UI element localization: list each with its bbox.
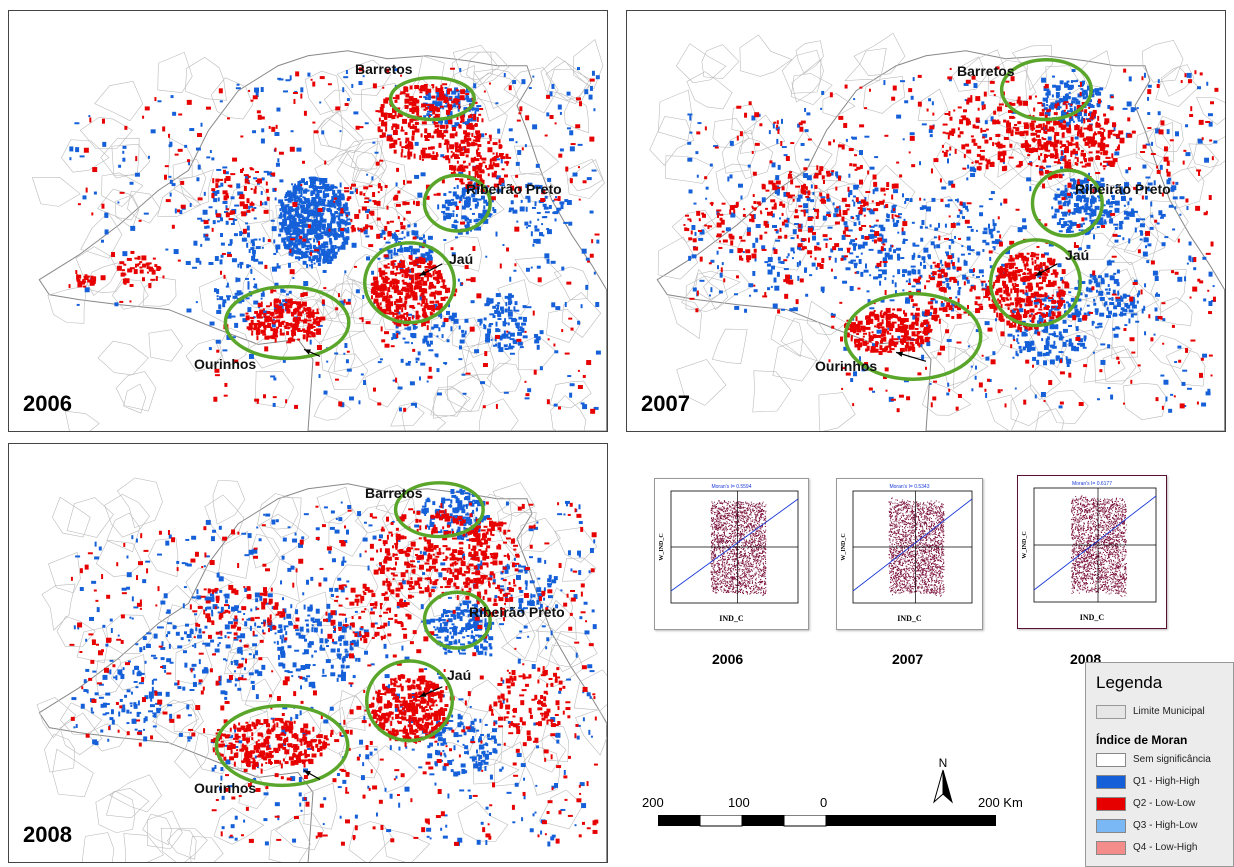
legend-item: Q1 - High-High <box>1096 775 1234 791</box>
label-jau: Jaú <box>447 667 471 683</box>
map-2007 <box>627 11 1225 431</box>
map-panel-2008: Barretos Ribeirão Preto Jaú Ourinhos 200… <box>8 443 608 863</box>
scale-bar-segments <box>658 815 998 827</box>
moran-index-label: Moran's I= 0.5343 <box>889 484 929 490</box>
legend-swatch <box>1096 753 1126 767</box>
scale-label-200-left: 200 <box>642 795 664 810</box>
x-axis-label: IND_C <box>1080 613 1105 622</box>
legend-label: Q4 - Low-High <box>1133 842 1197 853</box>
scale-label-200-km: 200 Km <box>978 795 1023 810</box>
legend-item: Sem significância <box>1096 753 1234 769</box>
label-jau: Jaú <box>449 251 473 267</box>
legend-label: Q1 - High-High <box>1133 776 1200 787</box>
y-axis-label: W_IND_C <box>1022 531 1028 558</box>
legend-label: Q3 - High-Low <box>1133 820 1197 831</box>
legend-item-limite: Limite Municipal <box>1096 705 1234 721</box>
label-ourinhos: Ourinhos <box>815 358 877 374</box>
scale-label-100: 100 <box>728 795 750 810</box>
legend-swatch <box>1096 819 1126 833</box>
label-barretos: Barretos <box>365 485 423 501</box>
moran-index-label: Moran's I= 0.6177 <box>1072 481 1112 487</box>
label-ribeirao-preto: Ribeirão Preto <box>1075 181 1171 197</box>
scale-label-0: 0 <box>820 795 827 810</box>
y-axis-label: W_IND_C <box>841 533 847 560</box>
legend-swatch <box>1096 841 1126 855</box>
scatter-year-2007: 2007 <box>892 651 923 667</box>
year-label: 2008 <box>23 822 72 848</box>
label-ourinhos: Ourinhos <box>194 356 256 372</box>
moran-scatterplot-2007: Moran's I= 0.5343 IND_C W_IND_C <box>836 478 983 630</box>
legend-subtitle: Índice de Moran <box>1096 733 1187 747</box>
north-label: N <box>939 756 948 770</box>
x-axis-label: IND_C <box>719 614 744 623</box>
legend-label: Q2 - Low-Low <box>1133 798 1195 809</box>
map-panel-2006: Barretos Ribeirão Preto Jaú Ourinhos 200… <box>8 10 608 432</box>
label-ourinhos: Ourinhos <box>194 780 256 796</box>
scale-bar: 200 100 0 200 Km <box>630 795 1030 855</box>
legend-item: Q4 - Low-High <box>1096 841 1234 857</box>
legend-label: Sem significância <box>1133 754 1211 765</box>
label-ribeirao-preto: Ribeirão Preto <box>466 181 562 197</box>
y-axis-label: W_IND_C <box>659 533 665 560</box>
legend-label: Limite Municipal <box>1133 706 1205 717</box>
map-panel-2007: Barretos Ribeirão Preto Jaú Ourinhos 200… <box>626 10 1226 432</box>
label-barretos: Barretos <box>355 61 413 77</box>
label-ribeirao-preto: Ribeirão Preto <box>469 604 565 620</box>
scatter-year-2006: 2006 <box>712 651 743 667</box>
moran-index-label: Moran's I= 0.5594 <box>711 484 751 490</box>
map-2006 <box>9 11 607 431</box>
legend-swatch <box>1096 775 1126 789</box>
legend-swatch <box>1096 797 1126 811</box>
moran-scatterplot-2006: Moran's I= 0.5594 IND_C W_IND_C <box>654 478 809 630</box>
legend-item: Q2 - Low-Low <box>1096 797 1234 813</box>
label-jau: Jaú <box>1065 247 1089 263</box>
year-label: 2007 <box>641 391 690 417</box>
label-barretos: Barretos <box>957 63 1015 79</box>
legend-title: Legenda <box>1096 673 1162 693</box>
legend-swatch <box>1096 705 1126 719</box>
map-2008 <box>9 444 607 862</box>
moran-scatterplot-2008: Moran's I= 0.6177 IND_C W_IND_C <box>1017 475 1167 629</box>
x-axis-label: IND_C <box>897 614 922 623</box>
year-label: 2006 <box>23 391 72 417</box>
legend-item: Q3 - High-Low <box>1096 819 1234 835</box>
legend: Legenda Limite Municipal Índice de Moran… <box>1085 662 1234 867</box>
